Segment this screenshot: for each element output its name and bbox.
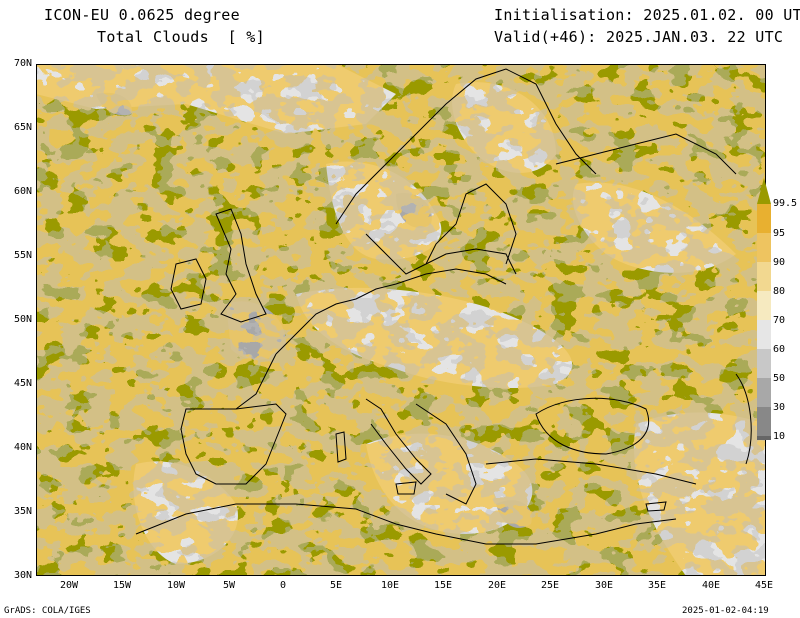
colorbar-label: 50 [773,373,786,384]
colorbar [757,178,771,440]
colorbar-swatch [757,233,771,262]
lat-tick-40n: 40N [13,442,32,453]
colorbar-swatch [757,349,771,378]
colorbar-top-arrow [757,178,771,204]
colorbar-swatch [757,204,771,233]
colorbar-label: 95 [773,228,786,239]
colorbar-swatch [757,291,771,320]
lat-tick-55n: 55N [13,250,32,261]
lon-tick-15w: 15W [112,580,132,591]
lat-tick-60n: 60N [13,186,32,197]
lon-tick-40e: 40E [701,580,721,591]
render-timestamp: 2025-01-02-04:19 [682,606,769,616]
lon-tick-25e: 25E [540,580,560,591]
lon-tick-10e: 10E [380,580,400,591]
lon-tick-15e: 15E [433,580,453,591]
initialisation-time: Initialisation: 2025.01.02. 00 UTC [494,6,800,24]
colorbar-label: 80 [773,286,786,297]
lat-tick-35n: 35N [13,506,32,517]
lon-tick-20e: 20E [487,580,507,591]
lat-tick-45n: 45N [13,378,32,389]
grads-credit: GrADS: COLA/IGES [4,606,91,616]
cloud-map [36,64,766,576]
cloud-map-svg [36,64,766,576]
lon-tick-5w: 5W [222,580,236,591]
variable-title: Total Clouds [ %] [97,28,265,46]
lat-tick-30n: 30N [13,570,32,581]
colorbar-swatch [757,378,771,407]
lon-tick-20w: 20W [59,580,79,591]
colorbar-label: 30 [773,402,786,413]
colorbar-label: 10 [773,431,786,442]
coastlines [135,68,752,545]
lon-tick-35e: 35E [647,580,667,591]
colorbar-swatch [757,320,771,349]
lon-tick-5e: 5E [329,580,343,591]
valid-time: Valid(+46): 2025.JAN.03. 22 UTC [494,28,784,46]
colorbar-label: 70 [773,315,786,326]
lon-tick-30e: 30E [594,580,614,591]
lat-tick-50n: 50N [13,314,32,325]
lon-tick-10w: 10W [166,580,186,591]
lat-tick-65n: 65N [13,122,32,133]
lon-tick-0: 0 [279,580,287,591]
colorbar-label: 90 [773,257,786,268]
colorbar-swatch [757,436,771,440]
colorbar-swatch [757,407,771,436]
lon-tick-45e: 45E [754,580,774,591]
colorbar-label: 99.5 [773,198,798,209]
model-title: ICON-EU 0.0625 degree [44,6,240,24]
colorbar-label: 60 [773,344,786,355]
colorbar-swatch [757,262,771,291]
cloud-texture-grey [36,64,766,576]
lat-tick-70n: 70N [13,58,32,69]
